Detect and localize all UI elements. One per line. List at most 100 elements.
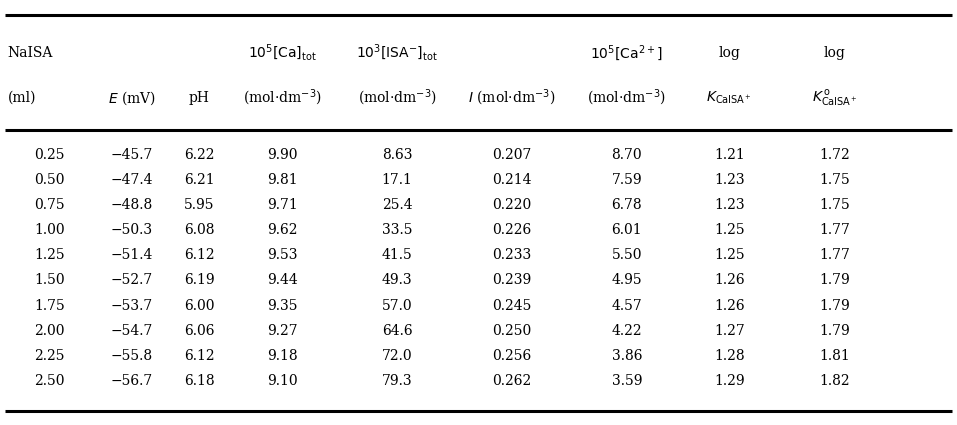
Text: 1.28: 1.28 xyxy=(714,349,745,363)
Text: 1.23: 1.23 xyxy=(714,173,745,187)
Text: 9.71: 9.71 xyxy=(267,198,298,212)
Text: 0.75: 0.75 xyxy=(34,198,65,212)
Text: 8.63: 8.63 xyxy=(382,148,412,162)
Text: 0.226: 0.226 xyxy=(492,224,532,237)
Text: 8.70: 8.70 xyxy=(612,148,642,162)
Text: 1.79: 1.79 xyxy=(819,324,850,337)
Text: −54.7: −54.7 xyxy=(111,324,153,337)
Text: 1.27: 1.27 xyxy=(714,324,745,337)
Text: −45.7: −45.7 xyxy=(111,148,153,162)
Text: 1.79: 1.79 xyxy=(819,299,850,312)
Text: −56.7: −56.7 xyxy=(111,374,153,388)
Text: 33.5: 33.5 xyxy=(382,224,412,237)
Text: 9.90: 9.90 xyxy=(267,148,298,162)
Text: 1.25: 1.25 xyxy=(714,249,745,262)
Text: 6.00: 6.00 xyxy=(184,299,214,312)
Text: 6.08: 6.08 xyxy=(184,224,214,237)
Text: 1.75: 1.75 xyxy=(34,299,65,312)
Text: 0.239: 0.239 xyxy=(492,274,532,287)
Text: 0.220: 0.220 xyxy=(492,198,532,212)
Text: 1.77: 1.77 xyxy=(819,224,850,237)
Text: log: log xyxy=(824,46,845,60)
Text: 6.78: 6.78 xyxy=(612,198,642,212)
Text: pH: pH xyxy=(189,91,210,105)
Text: 1.21: 1.21 xyxy=(714,148,745,162)
Text: 6.21: 6.21 xyxy=(184,173,214,187)
Text: $K^{\,\mathrm{o}}_{\mathrm{CaISA}^+}$: $K^{\,\mathrm{o}}_{\mathrm{CaISA}^+}$ xyxy=(812,88,857,108)
Text: 1.25: 1.25 xyxy=(34,249,65,262)
Text: 25.4: 25.4 xyxy=(382,198,412,212)
Text: 0.262: 0.262 xyxy=(492,374,532,388)
Text: $10^5[\mathrm{Ca}^{2+}]$: $10^5[\mathrm{Ca}^{2+}]$ xyxy=(590,43,663,63)
Text: 72.0: 72.0 xyxy=(382,349,412,363)
Text: 1.72: 1.72 xyxy=(819,148,850,162)
Text: $E$ (mV): $E$ (mV) xyxy=(108,89,156,107)
Text: 1.50: 1.50 xyxy=(34,274,65,287)
Text: 6.12: 6.12 xyxy=(184,349,214,363)
Text: 64.6: 64.6 xyxy=(382,324,412,337)
Text: 6.12: 6.12 xyxy=(184,249,214,262)
Text: 5.95: 5.95 xyxy=(184,198,214,212)
Text: 6.18: 6.18 xyxy=(184,374,214,388)
Text: 79.3: 79.3 xyxy=(382,374,412,388)
Text: 4.95: 4.95 xyxy=(612,274,642,287)
Text: 1.79: 1.79 xyxy=(819,274,850,287)
Text: 1.75: 1.75 xyxy=(819,173,850,187)
Text: 1.77: 1.77 xyxy=(819,249,850,262)
Text: 0.25: 0.25 xyxy=(34,148,65,162)
Text: $I$ (mol$\cdot$dm$^{-3}$): $I$ (mol$\cdot$dm$^{-3}$) xyxy=(468,88,556,108)
Text: 9.27: 9.27 xyxy=(267,324,298,337)
Text: 17.1: 17.1 xyxy=(382,173,412,187)
Text: 9.81: 9.81 xyxy=(267,173,298,187)
Text: (ml): (ml) xyxy=(8,91,36,105)
Text: 1.81: 1.81 xyxy=(819,349,850,363)
Text: 6.22: 6.22 xyxy=(184,148,214,162)
Text: $10^3[\mathrm{ISA}^{-}]_\mathrm{tot}$: $10^3[\mathrm{ISA}^{-}]_\mathrm{tot}$ xyxy=(356,43,438,63)
Text: 3.86: 3.86 xyxy=(612,349,642,363)
Text: −50.3: −50.3 xyxy=(111,224,153,237)
Text: 7.59: 7.59 xyxy=(612,173,642,187)
Text: 1.82: 1.82 xyxy=(819,374,850,388)
Text: 0.207: 0.207 xyxy=(492,148,532,162)
Text: 9.18: 9.18 xyxy=(267,349,298,363)
Text: 1.26: 1.26 xyxy=(714,274,745,287)
Text: 6.01: 6.01 xyxy=(612,224,642,237)
Text: 0.245: 0.245 xyxy=(492,299,532,312)
Text: 4.22: 4.22 xyxy=(612,324,642,337)
Text: $10^5[\mathrm{Ca}]_\mathrm{tot}$: $10^5[\mathrm{Ca}]_\mathrm{tot}$ xyxy=(248,43,317,63)
Text: 6.19: 6.19 xyxy=(184,274,214,287)
Text: 57.0: 57.0 xyxy=(382,299,412,312)
Text: 41.5: 41.5 xyxy=(382,249,412,262)
Text: $K_{\mathrm{CaISA}^+}$: $K_{\mathrm{CaISA}^+}$ xyxy=(706,90,752,106)
Text: −51.4: −51.4 xyxy=(111,249,153,262)
Text: 0.250: 0.250 xyxy=(492,324,532,337)
Text: 1.75: 1.75 xyxy=(819,198,850,212)
Text: (mol$\cdot$dm$^{-3}$): (mol$\cdot$dm$^{-3}$) xyxy=(588,88,666,108)
Text: 9.10: 9.10 xyxy=(267,374,298,388)
Text: 0.256: 0.256 xyxy=(492,349,532,363)
Text: 9.53: 9.53 xyxy=(267,249,298,262)
Text: −52.7: −52.7 xyxy=(111,274,153,287)
Text: log: log xyxy=(719,46,740,60)
Text: (mol$\cdot$dm$^{-3}$): (mol$\cdot$dm$^{-3}$) xyxy=(243,88,322,108)
Text: 4.57: 4.57 xyxy=(612,299,642,312)
Text: 1.00: 1.00 xyxy=(34,224,65,237)
Text: 1.29: 1.29 xyxy=(714,374,745,388)
Text: 2.50: 2.50 xyxy=(34,374,65,388)
Text: 1.26: 1.26 xyxy=(714,299,745,312)
Text: 0.214: 0.214 xyxy=(492,173,532,187)
Text: 49.3: 49.3 xyxy=(382,274,412,287)
Text: 1.23: 1.23 xyxy=(714,198,745,212)
Text: 9.35: 9.35 xyxy=(267,299,298,312)
Text: 2.25: 2.25 xyxy=(34,349,65,363)
Text: 3.59: 3.59 xyxy=(612,374,642,388)
Text: 5.50: 5.50 xyxy=(612,249,642,262)
Text: 9.44: 9.44 xyxy=(267,274,298,287)
Text: 0.233: 0.233 xyxy=(492,249,532,262)
Text: −55.8: −55.8 xyxy=(111,349,153,363)
Text: 1.25: 1.25 xyxy=(714,224,745,237)
Text: 6.06: 6.06 xyxy=(184,324,214,337)
Text: −53.7: −53.7 xyxy=(111,299,153,312)
Text: −47.4: −47.4 xyxy=(111,173,153,187)
Text: 9.62: 9.62 xyxy=(267,224,298,237)
